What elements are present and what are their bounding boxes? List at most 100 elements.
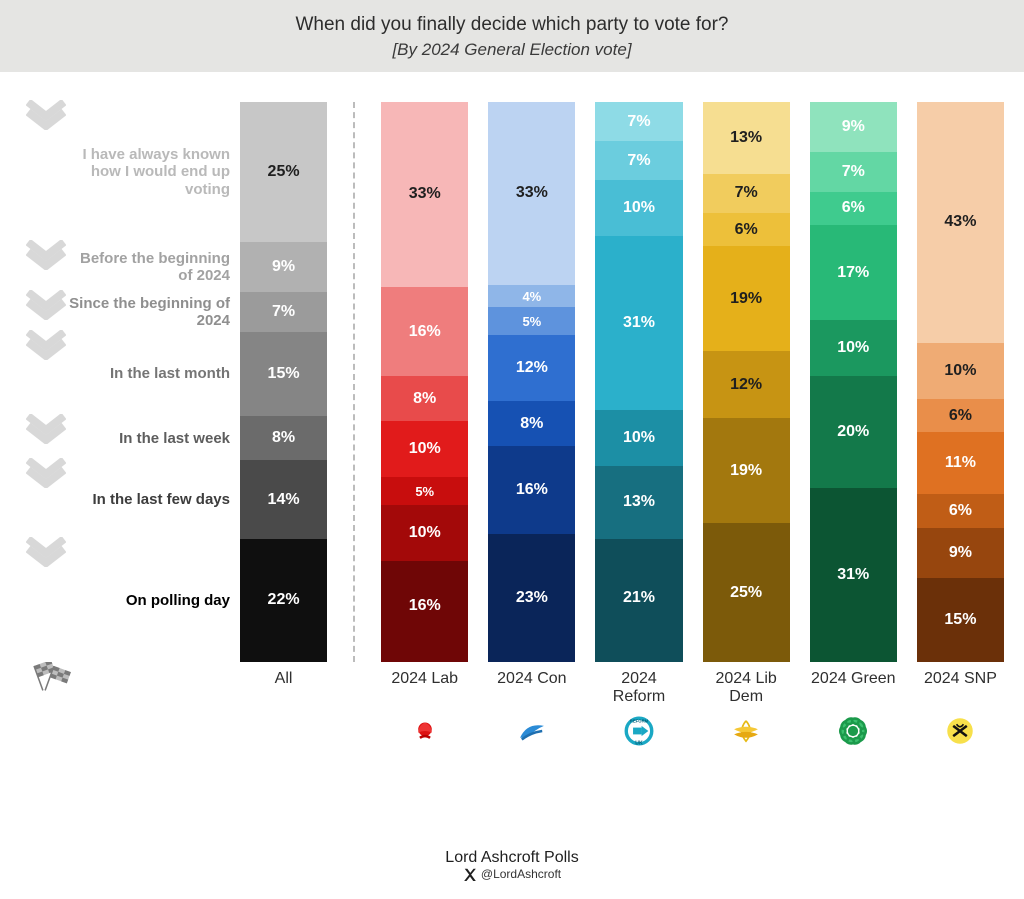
x-icon xyxy=(463,867,477,881)
bar-segment: 21% xyxy=(595,539,682,657)
bar-segment: 33% xyxy=(488,102,575,285)
bar-segment: 7% xyxy=(703,174,790,213)
bar-segment: 16% xyxy=(488,446,575,535)
svg-text:REFORM: REFORM xyxy=(630,719,649,724)
bar-segment: 8% xyxy=(240,416,327,461)
column-label: 2024 Lib Dem xyxy=(703,670,790,710)
category-label: In the last month xyxy=(65,365,230,382)
bar-segment: 25% xyxy=(240,102,327,242)
category-label: I have always known how I would end up v… xyxy=(65,146,230,198)
bar-segment: 8% xyxy=(488,401,575,445)
column-green: 9%7%6%17%10%20%31% 2024 Green xyxy=(810,102,897,782)
reform-icon: REFORM UK xyxy=(622,714,656,748)
source-handle: @LordAshcroft xyxy=(0,867,1024,881)
bar-segment: 13% xyxy=(703,102,790,174)
stacked-bar: 33%16%8%10%5%10%16% xyxy=(381,102,468,662)
bar-segment: 10% xyxy=(810,320,897,376)
bar-segment: 10% xyxy=(595,410,682,466)
bar-segment: 7% xyxy=(595,141,682,180)
column-divider xyxy=(353,102,355,662)
bar-segment: 9% xyxy=(240,242,327,292)
column-snp: 43%10%6%11%6%9%15%2024 SNP xyxy=(917,102,1004,782)
bar-segment-residual xyxy=(595,656,682,662)
column-label: 2024 SNP xyxy=(924,670,997,710)
bar-segment: 33% xyxy=(381,102,468,287)
category-label: In the last few days xyxy=(65,491,230,508)
column-all: 25%9%7%15%8%14%22% All xyxy=(240,102,327,782)
bar-segment: 22% xyxy=(240,539,327,662)
bar-segment: 20% xyxy=(810,376,897,488)
bar-segment: 6% xyxy=(810,192,897,226)
labour-icon xyxy=(408,714,442,748)
bar-segment: 23% xyxy=(488,534,575,662)
column-lab: 33%16%8%10%5%10%16%2024 Lab xyxy=(381,102,468,782)
stacked-bar: 9%7%6%17%10%20%31% xyxy=(810,102,897,662)
bar-segment: 19% xyxy=(703,418,790,523)
category-labels: I have always known how I would end up v… xyxy=(40,102,230,662)
bar-segment: 6% xyxy=(703,213,790,246)
bar-segment: 10% xyxy=(917,343,1004,399)
bar-segment: 6% xyxy=(917,399,1004,433)
stacked-bar: 43%10%6%11%6%9%15% xyxy=(917,102,1004,662)
bar-segment: 8% xyxy=(381,376,468,421)
header: When did you finally decide which party … xyxy=(0,0,1024,72)
bar-segment: 4% xyxy=(488,285,575,307)
bar-segment: 5% xyxy=(488,307,575,335)
bar-segment: 10% xyxy=(381,421,468,477)
bar-segment: 7% xyxy=(810,152,897,191)
bar-segment: 15% xyxy=(917,578,1004,662)
bar-segment: 16% xyxy=(381,287,468,377)
bar-segment: 31% xyxy=(595,236,682,410)
svg-text:UK: UK xyxy=(635,741,643,747)
chart-title: When did you finally decide which party … xyxy=(0,14,1024,36)
bar-segment: 25% xyxy=(703,523,790,662)
stacked-bar: 25%9%7%15%8%14%22% xyxy=(240,102,327,662)
bar-segment: 10% xyxy=(381,505,468,561)
footer: Lord Ashcroft Polls @LordAshcroft xyxy=(0,849,1024,881)
column-label: 2024 Reform xyxy=(595,670,682,710)
chart-subtitle: [By 2024 General Election vote] xyxy=(0,40,1024,60)
green-icon xyxy=(836,714,870,748)
bar-segment: 15% xyxy=(240,332,327,416)
source-handle-text: @LordAshcroft xyxy=(481,867,561,881)
bar-segment: 19% xyxy=(703,246,790,351)
snp-icon xyxy=(943,714,977,748)
bar-segment: 16% xyxy=(381,561,468,651)
conservative-icon xyxy=(515,714,549,748)
column-libdem: 13%7%6%19%12%19%25%2024 Lib Dem xyxy=(703,102,790,782)
bar-segment: 10% xyxy=(595,180,682,236)
bar-segment: 11% xyxy=(917,432,1004,494)
stacked-bar: 7%7%10%31%10%13%21% xyxy=(595,102,682,662)
column-label: 2024 Green xyxy=(811,670,896,710)
category-label: Since the beginning of 2024 xyxy=(65,295,230,330)
bar-segment: 7% xyxy=(240,292,327,331)
column-con: 33%4%5%12%8%16%23% 2024 Con xyxy=(488,102,575,782)
category-label: In the last week xyxy=(65,430,230,447)
stacked-bar: 13%7%6%19%12%19%25% xyxy=(703,102,790,662)
source-brand: Lord Ashcroft Polls xyxy=(0,849,1024,867)
bar-segment: 9% xyxy=(810,102,897,152)
bar-segment: 12% xyxy=(488,335,575,402)
column-reform: 7%7%10%31%10%13%21%2024 ReformREFORMUK xyxy=(595,102,682,782)
libdem-icon xyxy=(729,714,763,748)
chart: I have always known how I would end up v… xyxy=(0,72,1024,792)
bars-area: 25%9%7%15%8%14%22%All33%16%8%10%5%10%16%… xyxy=(240,102,1004,782)
finish-flags-icon xyxy=(24,662,84,701)
category-label: Before the beginning of 2024 xyxy=(65,250,230,285)
bar-segment: 12% xyxy=(703,351,790,418)
bar-segment: 5% xyxy=(381,477,468,505)
bar-segment: 13% xyxy=(595,466,682,539)
bar-segment: 14% xyxy=(240,460,327,538)
bar-segment: 7% xyxy=(595,102,682,141)
bar-segment: 31% xyxy=(810,488,897,662)
bar-segment: 17% xyxy=(810,225,897,320)
bar-segment-residual xyxy=(381,651,468,662)
column-label: 2024 Con xyxy=(497,670,566,710)
column-label: 2024 Lab xyxy=(391,670,458,710)
category-label: On polling day xyxy=(65,592,230,609)
stacked-bar: 33%4%5%12%8%16%23% xyxy=(488,102,575,662)
bar-segment: 43% xyxy=(917,102,1004,343)
bar-segment: 9% xyxy=(917,528,1004,578)
column-label: All xyxy=(275,670,293,710)
bar-segment: 6% xyxy=(917,494,1004,528)
